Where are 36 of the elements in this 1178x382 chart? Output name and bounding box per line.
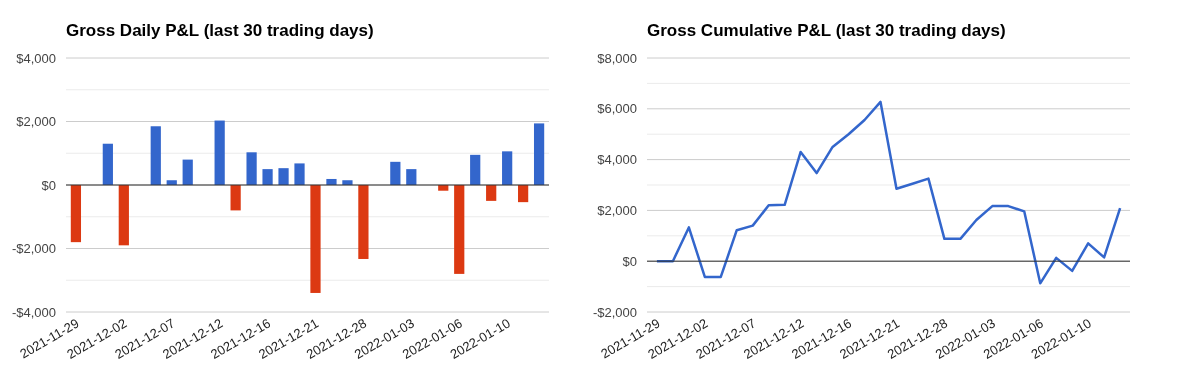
bar <box>486 185 497 201</box>
y-tick-label: $6,000 <box>597 101 637 117</box>
y-tick-label: $2,000 <box>597 202 637 218</box>
bar <box>406 169 417 185</box>
y-tick-label: $2,000 <box>16 114 56 130</box>
bar <box>342 180 353 185</box>
bar <box>294 163 305 185</box>
bar <box>246 152 257 185</box>
bar <box>518 185 529 203</box>
y-tick-label: $8,000 <box>597 50 637 66</box>
bar <box>454 185 465 274</box>
y-tick-label: $4,000 <box>597 152 637 168</box>
chart-title: Gross Cumulative P&L (last 30 trading days) <box>647 21 1006 40</box>
bar <box>502 151 513 185</box>
bar <box>390 161 401 185</box>
y-tick-label: -$2,000 <box>11 241 56 257</box>
bar <box>214 120 225 185</box>
y-tick-label: $0 <box>622 253 637 269</box>
bar <box>70 185 82 243</box>
bar <box>470 154 481 185</box>
y-tick-label: $0 <box>41 177 56 193</box>
y-tick-label: -$2,000 <box>592 304 637 320</box>
y-tick-label: $4,000 <box>16 50 56 66</box>
bar <box>310 185 321 293</box>
bar <box>533 123 545 185</box>
line-series <box>655 100 1122 285</box>
bar <box>182 159 193 185</box>
bar <box>278 168 289 185</box>
bar <box>230 185 241 211</box>
bar <box>262 169 273 185</box>
y-tick-label: -$4,000 <box>11 304 56 320</box>
bar <box>358 185 369 259</box>
bar <box>118 185 129 246</box>
bar <box>102 143 113 185</box>
chart-title: Gross Daily P&L (last 30 trading days) <box>66 21 374 40</box>
bar <box>150 126 161 185</box>
